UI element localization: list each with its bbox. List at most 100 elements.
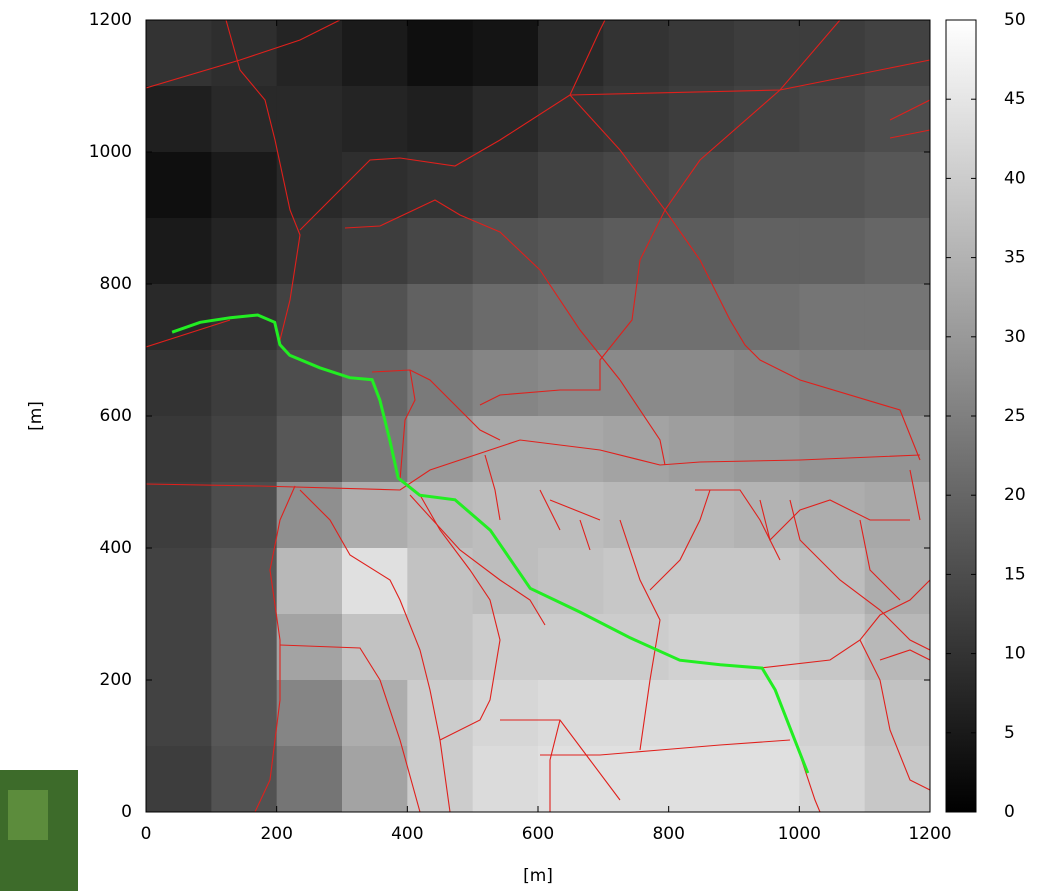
heat-cell xyxy=(538,218,604,285)
heat-cell xyxy=(277,350,343,417)
heat-cell xyxy=(277,548,343,615)
heat-cell xyxy=(146,152,212,219)
heat-cell xyxy=(865,152,931,219)
heat-cell xyxy=(734,614,800,681)
heat-cell xyxy=(538,350,604,417)
chart: [m] [m] 02004006008001000120002004006008… xyxy=(0,0,1048,891)
colorbar-tick-label: 25 xyxy=(1004,406,1026,426)
y-axis-label: [m] xyxy=(26,401,46,431)
heat-cell xyxy=(211,86,277,153)
colorbar-tick-label: 0 xyxy=(1004,802,1015,822)
heat-cell xyxy=(277,86,343,153)
heat-cell xyxy=(734,20,800,87)
heat-cell xyxy=(603,152,669,219)
y-tick-label: 1200 xyxy=(89,10,132,30)
heat-cell xyxy=(538,20,604,87)
heat-cell xyxy=(146,548,212,615)
heat-cell xyxy=(342,86,408,153)
colorbar-tick-label: 15 xyxy=(1004,564,1026,584)
heat-cell xyxy=(865,218,931,285)
heat-cell xyxy=(211,20,277,87)
heat-cell xyxy=(734,746,800,813)
heat-cell xyxy=(865,350,931,417)
heat-cell xyxy=(146,746,212,813)
heat-cell xyxy=(407,614,473,681)
heat-cell xyxy=(211,482,277,549)
heat-cell xyxy=(799,416,865,483)
x-tick-label: 200 xyxy=(260,824,292,844)
heat-cell xyxy=(473,416,539,483)
heat-cell xyxy=(603,746,669,813)
heat-cell xyxy=(865,614,931,681)
heat-cell xyxy=(669,548,735,615)
heat-cell xyxy=(799,284,865,351)
x-tick-label: 0 xyxy=(141,824,152,844)
heat-cell xyxy=(146,284,212,351)
heat-cell xyxy=(473,284,539,351)
heat-cell xyxy=(473,614,539,681)
heat-cell xyxy=(473,746,539,813)
heat-cell xyxy=(799,482,865,549)
heat-cell xyxy=(734,350,800,417)
heat-cell xyxy=(799,86,865,153)
heat-cell xyxy=(277,680,343,747)
heat-cell xyxy=(473,350,539,417)
heat-cell xyxy=(277,152,343,219)
heat-cell xyxy=(538,680,604,747)
colorbar-tick-label: 40 xyxy=(1004,168,1026,188)
heat-cell xyxy=(473,86,539,153)
heat-cell xyxy=(799,614,865,681)
y-tick-label: 600 xyxy=(100,406,132,426)
y-tick-label: 1000 xyxy=(89,142,132,162)
heat-cell xyxy=(799,548,865,615)
heat-cell xyxy=(342,482,408,549)
heat-cell xyxy=(865,680,931,747)
heat-cell xyxy=(211,680,277,747)
heat-cell xyxy=(146,350,212,417)
x-tick-label: 400 xyxy=(391,824,423,844)
colorbar-tick-label: 35 xyxy=(1004,248,1026,268)
heat-cell xyxy=(734,680,800,747)
heat-cell xyxy=(734,284,800,351)
colorbar-tick-label: 20 xyxy=(1004,485,1026,505)
heat-cell xyxy=(342,152,408,219)
heat-cell xyxy=(603,482,669,549)
heat-cell xyxy=(603,20,669,87)
x-tick-label: 600 xyxy=(522,824,554,844)
heat-cell xyxy=(146,86,212,153)
heat-cell xyxy=(342,284,408,351)
heat-cell xyxy=(277,20,343,87)
colorbar-tick-label: 10 xyxy=(1004,644,1026,664)
heat-cell xyxy=(865,416,931,483)
heat-cell xyxy=(146,20,212,87)
heat-cell xyxy=(538,548,604,615)
heat-cell xyxy=(669,218,735,285)
heat-cell xyxy=(669,152,735,219)
heat-cell xyxy=(146,482,212,549)
heat-cell xyxy=(407,416,473,483)
heat-cell xyxy=(211,746,277,813)
colorbar-tick-label: 5 xyxy=(1004,723,1015,743)
heat-cell xyxy=(342,680,408,747)
heat-cell xyxy=(146,416,212,483)
x-tick-label: 1000 xyxy=(778,824,821,844)
heat-cell xyxy=(603,350,669,417)
heat-cell xyxy=(538,746,604,813)
heat-cell xyxy=(799,152,865,219)
heat-cell xyxy=(603,284,669,351)
x-tick-label: 800 xyxy=(652,824,684,844)
heat-cell xyxy=(342,548,408,615)
x-tick-label: 1200 xyxy=(908,824,951,844)
heat-cell xyxy=(865,548,931,615)
heatmap xyxy=(146,20,931,813)
heat-cell xyxy=(277,218,343,285)
heat-cell xyxy=(211,218,277,285)
photo-foliage xyxy=(8,790,48,840)
heat-cell xyxy=(669,614,735,681)
heat-cell xyxy=(146,218,212,285)
heat-cell xyxy=(538,152,604,219)
heat-cell xyxy=(799,746,865,813)
heat-cell xyxy=(277,416,343,483)
heat-cell xyxy=(734,86,800,153)
heat-cell xyxy=(799,218,865,285)
